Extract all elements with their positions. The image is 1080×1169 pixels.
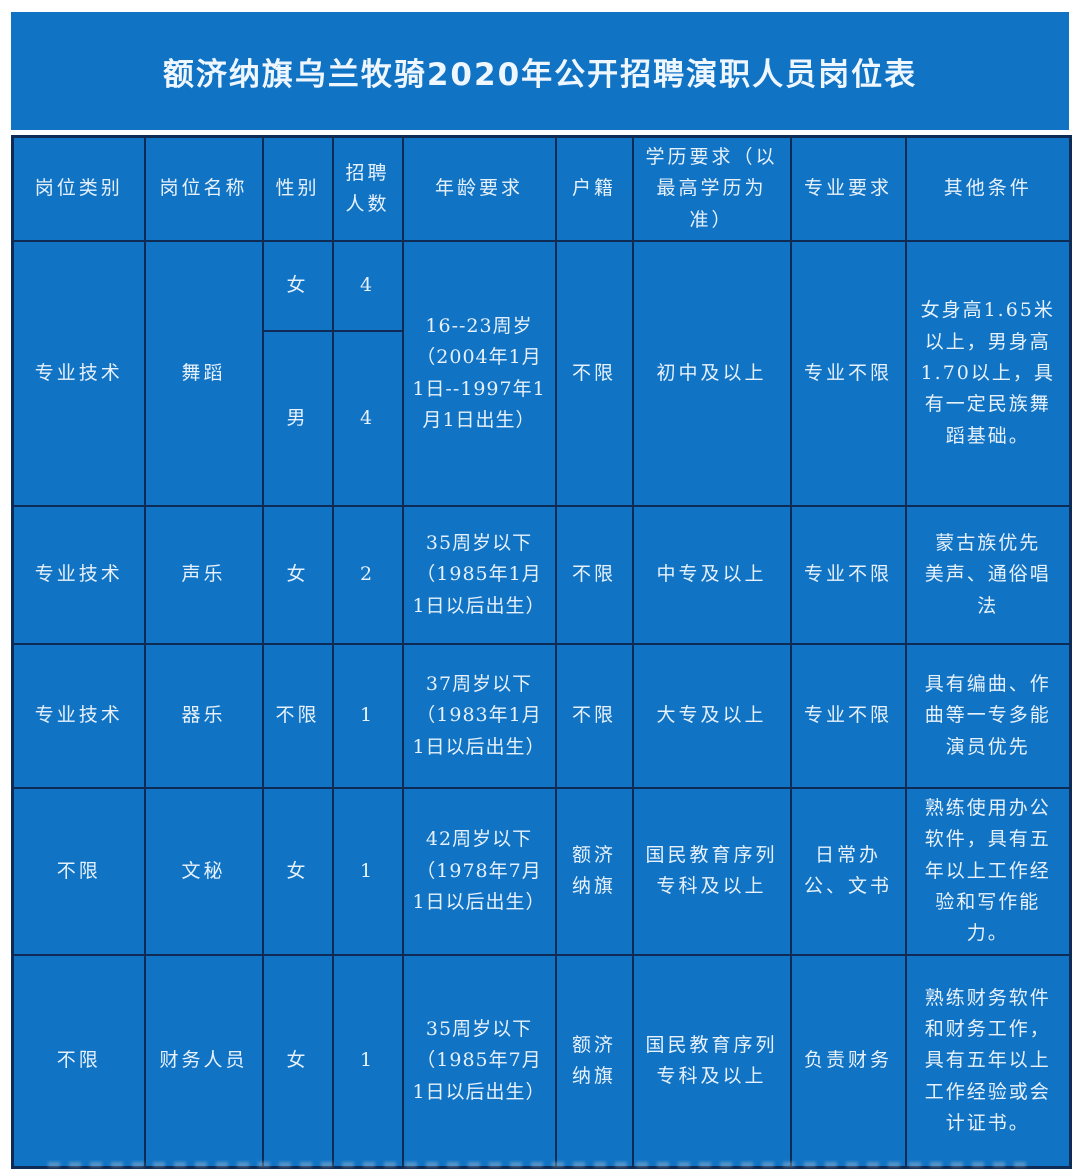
header-gender: 性别 [261,135,334,243]
cell-other: 熟练财务软件和财务工作，具有五年以上工作经验或会计证书。 [904,953,1072,1169]
job-positions-table: 岗位类别 岗位名称 性别 招聘人数 年龄要求 户籍 学历要求（以最高学历为准） … [11,135,1072,1169]
header-position-name: 岗位名称 [143,135,264,243]
cell-category: 专业技术 [11,643,146,790]
cell-age: 16--23周岁（2004年1月1日--1997年1月1日出生） [401,240,557,508]
cell-age: 42周岁以下（1978年7月1日以后出生） [401,787,557,956]
header-age: 年龄要求 [401,135,557,243]
table-row-dance-female: 专业技术 舞蹈 女 4 16--23周岁（2004年1月1日--1997年1月1… [11,240,1072,508]
cell-age: 35周岁以下（1985年7月1日以后出生） [401,953,557,1169]
cell-major: 专业不限 [789,643,907,790]
cell-age: 35周岁以下（1985年1月1日以后出生） [401,505,557,646]
cell-education: 中专及以上 [631,505,792,646]
cell-hukou: 额济纳旗 [554,787,634,956]
table-row-instrumental: 专业技术 器乐 不限 1 37周岁以下（1983年1月1日以后出生） 不限 大专… [11,643,1072,790]
table-row-finance: 不限 财务人员 女 1 35周岁以下（1985年7月1日以后出生） 额济纳旗 国… [11,953,1072,1169]
cell-other: 女身高1.65米以上，男身高1.70以上，具有一定民族舞蹈基础。 [904,240,1072,508]
cell-count: 1 [331,953,404,1169]
header-row: 岗位类别 岗位名称 性别 招聘人数 年龄要求 户籍 学历要求（以最高学历为准） … [11,135,1072,243]
cell-major: 专业不限 [789,240,907,508]
header-hukou: 户籍 [554,135,634,243]
table-title-band: 额济纳旗乌兰牧骑2020年公开招聘演职人员岗位表 [11,12,1069,130]
header-count: 招聘人数 [331,135,404,243]
header-other: 其他条件 [904,135,1072,243]
cell-hukou: 不限 [554,240,634,508]
header-education: 学历要求（以最高学历为准） [631,135,792,243]
cell-gender: 女 [261,240,334,333]
cell-gender: 女 [261,787,334,956]
cell-age: 37周岁以下（1983年1月1日以后出生） [401,643,557,790]
cell-education: 国民教育序列专科及以上 [631,953,792,1169]
cell-position-name: 器乐 [143,643,264,790]
cell-hukou: 额济纳旗 [554,953,634,1169]
cell-category: 专业技术 [11,505,146,646]
cell-education: 大专及以上 [631,643,792,790]
cell-count: 4 [331,330,404,508]
page-title: 额济纳旗乌兰牧骑2020年公开招聘演职人员岗位表 [162,56,918,93]
cell-gender: 不限 [261,643,334,790]
cell-major: 负责财务 [789,953,907,1169]
cell-other: 具有编曲、作曲等一专多能演员优先 [904,643,1072,790]
cell-count: 2 [331,505,404,646]
cell-education: 初中及以上 [631,240,792,508]
cell-category: 专业技术 [11,240,146,508]
cell-position-name: 舞蹈 [143,240,264,508]
cell-gender: 女 [261,505,334,646]
header-major: 专业要求 [789,135,907,243]
cell-position-name: 声乐 [143,505,264,646]
cell-position-name: 文秘 [143,787,264,956]
cell-major: 专业不限 [789,505,907,646]
bottom-blur-artifact [48,1162,1032,1168]
cell-major: 日常办公、文书 [789,787,907,956]
table-row-secretary: 不限 文秘 女 1 42周岁以下（1978年7月1日以后出生） 额济纳旗 国民教… [11,787,1072,956]
cell-gender: 女 [261,953,334,1169]
cell-count: 1 [331,643,404,790]
cell-position-name: 财务人员 [143,953,264,1169]
cell-count: 1 [331,787,404,956]
table-row-dance-male: 男 4 [13,330,1071,508]
cell-hukou: 不限 [554,643,634,790]
cell-education: 国民教育序列专科及以上 [631,787,792,956]
cell-category: 不限 [11,787,146,956]
cell-count: 4 [331,240,404,333]
cell-category: 不限 [11,953,146,1169]
header-category: 岗位类别 [11,135,146,243]
table-row-vocal: 专业技术 声乐 女 2 35周岁以下（1985年1月1日以后出生） 不限 中专及… [11,505,1072,646]
cell-other: 蒙古族优先 美声、通俗唱法 [904,505,1072,646]
cell-gender: 男 [261,330,334,508]
cell-hukou: 不限 [554,505,634,646]
cell-other: 熟练使用办公软件，具有五年以上工作经验和写作能力。 [904,787,1072,956]
